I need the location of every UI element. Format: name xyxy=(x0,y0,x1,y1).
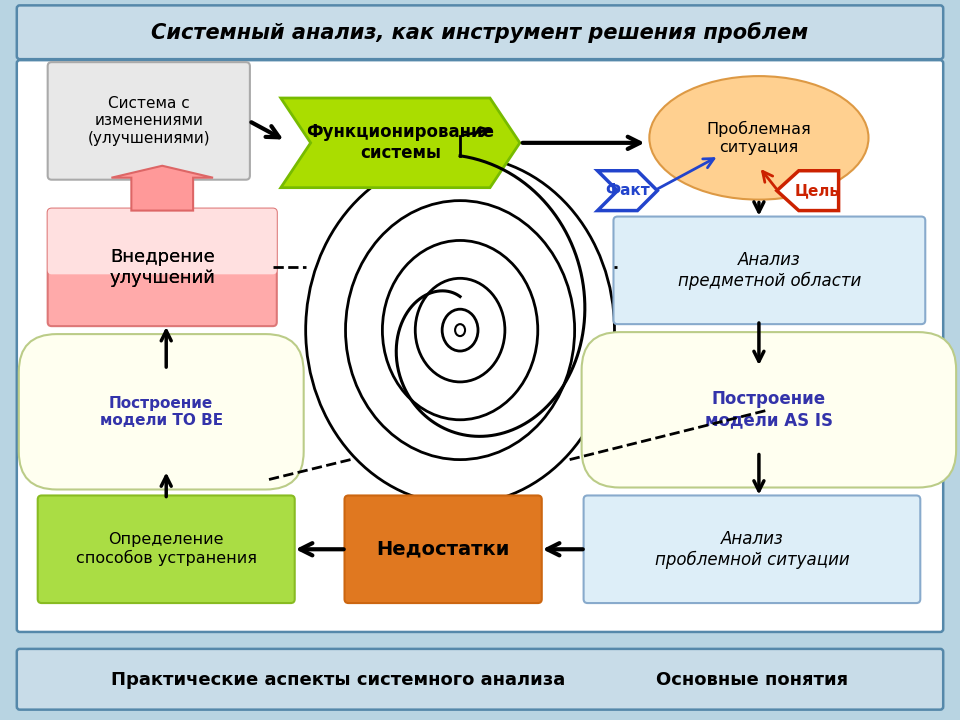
FancyBboxPatch shape xyxy=(345,495,541,603)
Text: Недостатки: Недостатки xyxy=(376,540,510,559)
Text: Анализ
предметной области: Анализ предметной области xyxy=(678,251,861,290)
Polygon shape xyxy=(777,171,839,210)
FancyBboxPatch shape xyxy=(584,495,921,603)
Text: Внедрение
улучшений: Внедрение улучшений xyxy=(109,248,215,287)
Polygon shape xyxy=(597,171,658,210)
Ellipse shape xyxy=(649,76,869,199)
Text: Построение
модели ТО ВЕ: Построение модели ТО ВЕ xyxy=(100,395,223,428)
FancyBboxPatch shape xyxy=(16,5,944,59)
Polygon shape xyxy=(111,166,213,210)
FancyBboxPatch shape xyxy=(613,217,925,324)
Text: Внедрение
улучшений: Внедрение улучшений xyxy=(109,248,215,287)
FancyBboxPatch shape xyxy=(48,62,250,180)
Text: Основные понятия: Основные понятия xyxy=(657,671,849,689)
FancyBboxPatch shape xyxy=(16,60,944,632)
Text: Построение
модели AS IS: Построение модели AS IS xyxy=(705,390,833,429)
Text: Функционирование
системы: Функционирование системы xyxy=(306,123,494,162)
Text: Практические аспекты системного анализа: Практические аспекты системного анализа xyxy=(111,671,565,689)
Polygon shape xyxy=(280,98,520,188)
Text: Анализ
проблемной ситуации: Анализ проблемной ситуации xyxy=(655,530,850,569)
FancyBboxPatch shape xyxy=(16,649,944,710)
Text: Факт: Факт xyxy=(605,183,650,198)
FancyBboxPatch shape xyxy=(48,209,276,274)
FancyBboxPatch shape xyxy=(37,495,295,603)
Text: Система с
изменениями
(улучшениями): Система с изменениями (улучшениями) xyxy=(87,96,210,146)
Text: Определение
способов устранения: Определение способов устранения xyxy=(76,532,256,566)
FancyBboxPatch shape xyxy=(48,209,276,326)
Text: Цель: Цель xyxy=(794,183,839,198)
Text: Проблемная
ситуация: Проблемная ситуация xyxy=(707,121,811,155)
FancyBboxPatch shape xyxy=(19,334,303,490)
FancyBboxPatch shape xyxy=(582,332,956,487)
Text: Системный анализ, как инструмент решения проблем: Системный анализ, как инструмент решения… xyxy=(152,22,808,42)
